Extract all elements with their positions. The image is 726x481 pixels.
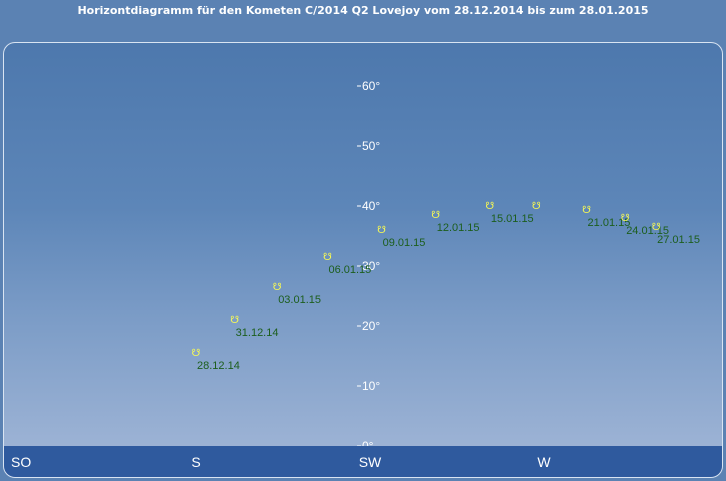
date-label: 21.01.15 bbox=[588, 217, 631, 229]
date-label: 28.12.14 bbox=[197, 360, 240, 372]
altitude-tick-label: 30° bbox=[362, 259, 380, 273]
altitude-tick-label: 60° bbox=[362, 79, 380, 93]
date-label: 15.01.15 bbox=[491, 213, 534, 225]
comet-marker: ☋ bbox=[377, 225, 386, 236]
chart-title: Horizontdiagramm für den Kometen C/2014 … bbox=[77, 4, 649, 17]
altitude-tick-label: 20° bbox=[362, 319, 380, 333]
altitude-tick-label: 10° bbox=[362, 379, 380, 393]
date-label: 31.12.14 bbox=[236, 327, 279, 339]
comet-marker: ☋ bbox=[230, 315, 239, 326]
comet-marker: ☋ bbox=[273, 282, 282, 293]
direction-label: W bbox=[537, 454, 551, 470]
comet-marker: ☋ bbox=[652, 222, 661, 233]
comet-marker: ☋ bbox=[621, 213, 630, 224]
comet-marker: ☋ bbox=[431, 210, 440, 221]
comet-positions: ☋28.12.14☋31.12.14☋03.01.15☋06.01.15☋09.… bbox=[192, 201, 700, 372]
altitude-tick-label: 50° bbox=[362, 139, 380, 153]
direction-labels: SO S SW W bbox=[11, 454, 551, 470]
date-label: 12.01.15 bbox=[437, 222, 480, 234]
direction-label: S bbox=[191, 454, 200, 470]
date-label: 09.01.15 bbox=[383, 237, 426, 249]
date-label: 24.01.15 bbox=[626, 225, 669, 237]
horizon-ground bbox=[4, 446, 722, 477]
comet-marker: ☋ bbox=[192, 348, 201, 359]
direction-label: SW bbox=[359, 454, 382, 470]
comet-marker: ☋ bbox=[323, 252, 332, 263]
comet-marker: ☋ bbox=[532, 201, 541, 212]
date-label: 27.01.15 bbox=[657, 234, 700, 246]
comet-marker: ☋ bbox=[485, 201, 494, 212]
direction-label: SO bbox=[11, 454, 31, 470]
date-label: 03.01.15 bbox=[278, 294, 321, 306]
date-label: 06.01.15 bbox=[328, 264, 371, 276]
comet-marker: ☋ bbox=[582, 205, 591, 216]
altitude-tick-label: 40° bbox=[362, 199, 380, 213]
